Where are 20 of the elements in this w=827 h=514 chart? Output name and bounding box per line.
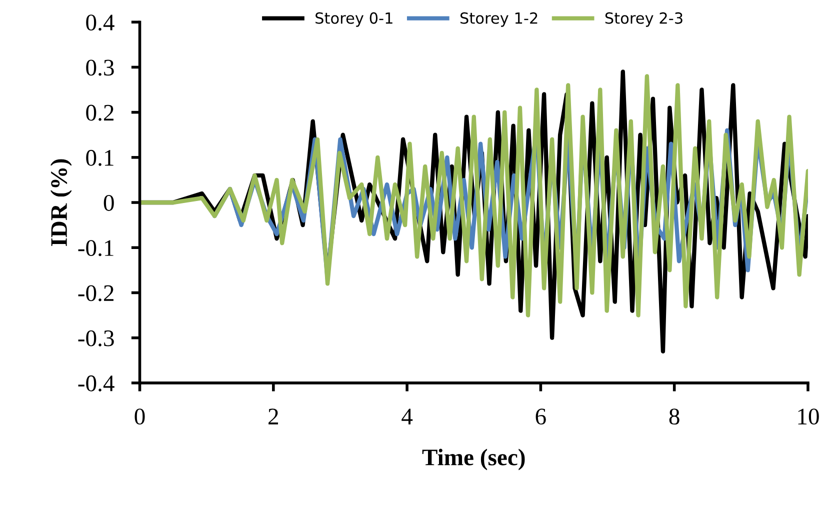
x-axis-title: Time (sec) (422, 448, 525, 470)
y-tick-label: -0.4 (78, 375, 114, 392)
y-tick-label: 0 (104, 195, 114, 211)
x-tick-label: 2 (268, 408, 278, 424)
legend-label: Storey 1-2 (460, 12, 538, 27)
y-tick-label: 0.2 (86, 104, 114, 121)
y-axis-title: IDR (%) (50, 159, 72, 246)
x-tick-label: 4 (402, 408, 413, 424)
y-tick-label: 0.1 (86, 150, 114, 166)
y-tick-label: -0.2 (78, 285, 114, 302)
x-tick-label: 10 (798, 408, 819, 425)
x-tick-label: 6 (536, 408, 546, 425)
y-tick-label: 0.3 (86, 60, 114, 76)
legend-label: Storey 2-3 (605, 12, 682, 27)
y-tick-label: -0.3 (78, 330, 114, 346)
legend-label: Storey 0-1 (316, 12, 392, 27)
y-tick-label: 0.4 (86, 14, 114, 31)
x-tick-label: 8 (669, 408, 680, 425)
y-tick-label: -0.1 (78, 240, 114, 256)
x-tick-label: 0 (134, 408, 145, 425)
